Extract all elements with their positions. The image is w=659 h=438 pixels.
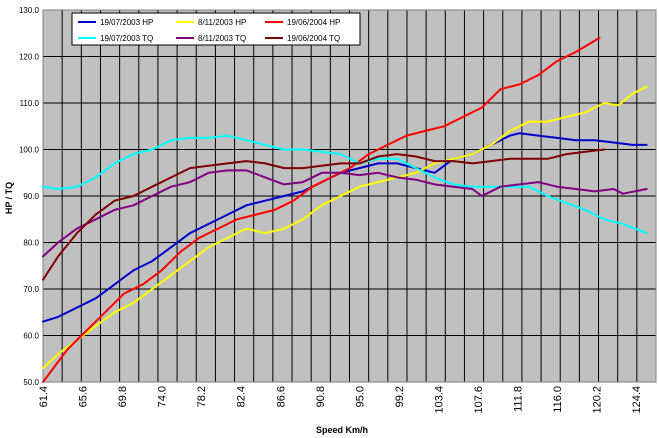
y-tick-label: 80.0 bbox=[23, 239, 39, 248]
x-tick-label: 107.6 bbox=[473, 386, 485, 414]
x-tick-label: 69.8 bbox=[117, 386, 129, 407]
x-tick-label: 111.8 bbox=[513, 386, 525, 412]
x-tick-label: 90.8 bbox=[315, 386, 327, 407]
y-tick-label: 100.0 bbox=[19, 146, 40, 155]
x-tick-label: 61.4 bbox=[38, 386, 50, 407]
series-line-1 bbox=[42, 132, 648, 323]
legend-label: 8/11/2003 TQ bbox=[198, 34, 246, 43]
x-tick-label: 65.6 bbox=[78, 386, 90, 407]
x-tick-label: 86.6 bbox=[275, 386, 287, 407]
legend: 19/07/2003 HP 8/11/2003 HP 19/06/2004 HP 19… bbox=[71, 12, 361, 46]
y-axis-title: HP / TQ bbox=[4, 182, 14, 214]
x-tick-label: 99.2 bbox=[394, 386, 406, 407]
series-layer bbox=[42, 36, 648, 383]
x-tick-label: 82.4 bbox=[236, 386, 248, 407]
series-line-5 bbox=[42, 169, 648, 258]
y-axis-ticks: 50.0 60.0 70.0 80.0 90.0 100.0 110.0 120.0 130.0 bbox=[19, 6, 40, 387]
y-tick-label: 60.0 bbox=[23, 332, 39, 341]
y-tick-label: 70.0 bbox=[23, 285, 39, 294]
y-tick-label: 50.0 bbox=[23, 378, 39, 387]
legend-label: 8/11/2003 HP bbox=[198, 18, 246, 27]
plot-border bbox=[42, 9, 657, 383]
x-axis-ticks: 61.4 65.6 69.8 74.0 78.2 82.4 86.6 90.8 95.0 99.2… bbox=[38, 386, 643, 414]
x-tick-label: 74.0 bbox=[157, 386, 169, 407]
x-tick-label: 116.0 bbox=[552, 386, 564, 413]
legend-label: 19/07/2003 TQ bbox=[100, 34, 153, 43]
series-line-6 bbox=[42, 148, 606, 281]
legend-box bbox=[71, 12, 361, 46]
y-tick-label: 90.0 bbox=[23, 192, 39, 201]
series-line-2 bbox=[42, 85, 648, 370]
x-axis-title: Speed Km/h bbox=[316, 425, 368, 435]
series-line-3 bbox=[42, 36, 601, 383]
series-line-4 bbox=[42, 134, 648, 235]
x-tick-label: 103.4 bbox=[433, 386, 445, 414]
x-tick-label: 120.2 bbox=[592, 386, 604, 414]
x-tick-label: 78.2 bbox=[196, 386, 208, 407]
legend-label: 19/07/2003 HP bbox=[100, 18, 153, 27]
legend-label: 19/06/2004 HP bbox=[287, 18, 340, 27]
y-tick-label: 120.0 bbox=[19, 53, 40, 62]
y-tick-label: 110.0 bbox=[20, 99, 40, 108]
y-tick-label: 130.0 bbox=[19, 6, 40, 15]
legend-label: 19/06/2004 TQ bbox=[287, 34, 340, 43]
x-tick-label: 124.4 bbox=[631, 386, 643, 414]
x-tick-label: 95.0 bbox=[354, 386, 366, 407]
